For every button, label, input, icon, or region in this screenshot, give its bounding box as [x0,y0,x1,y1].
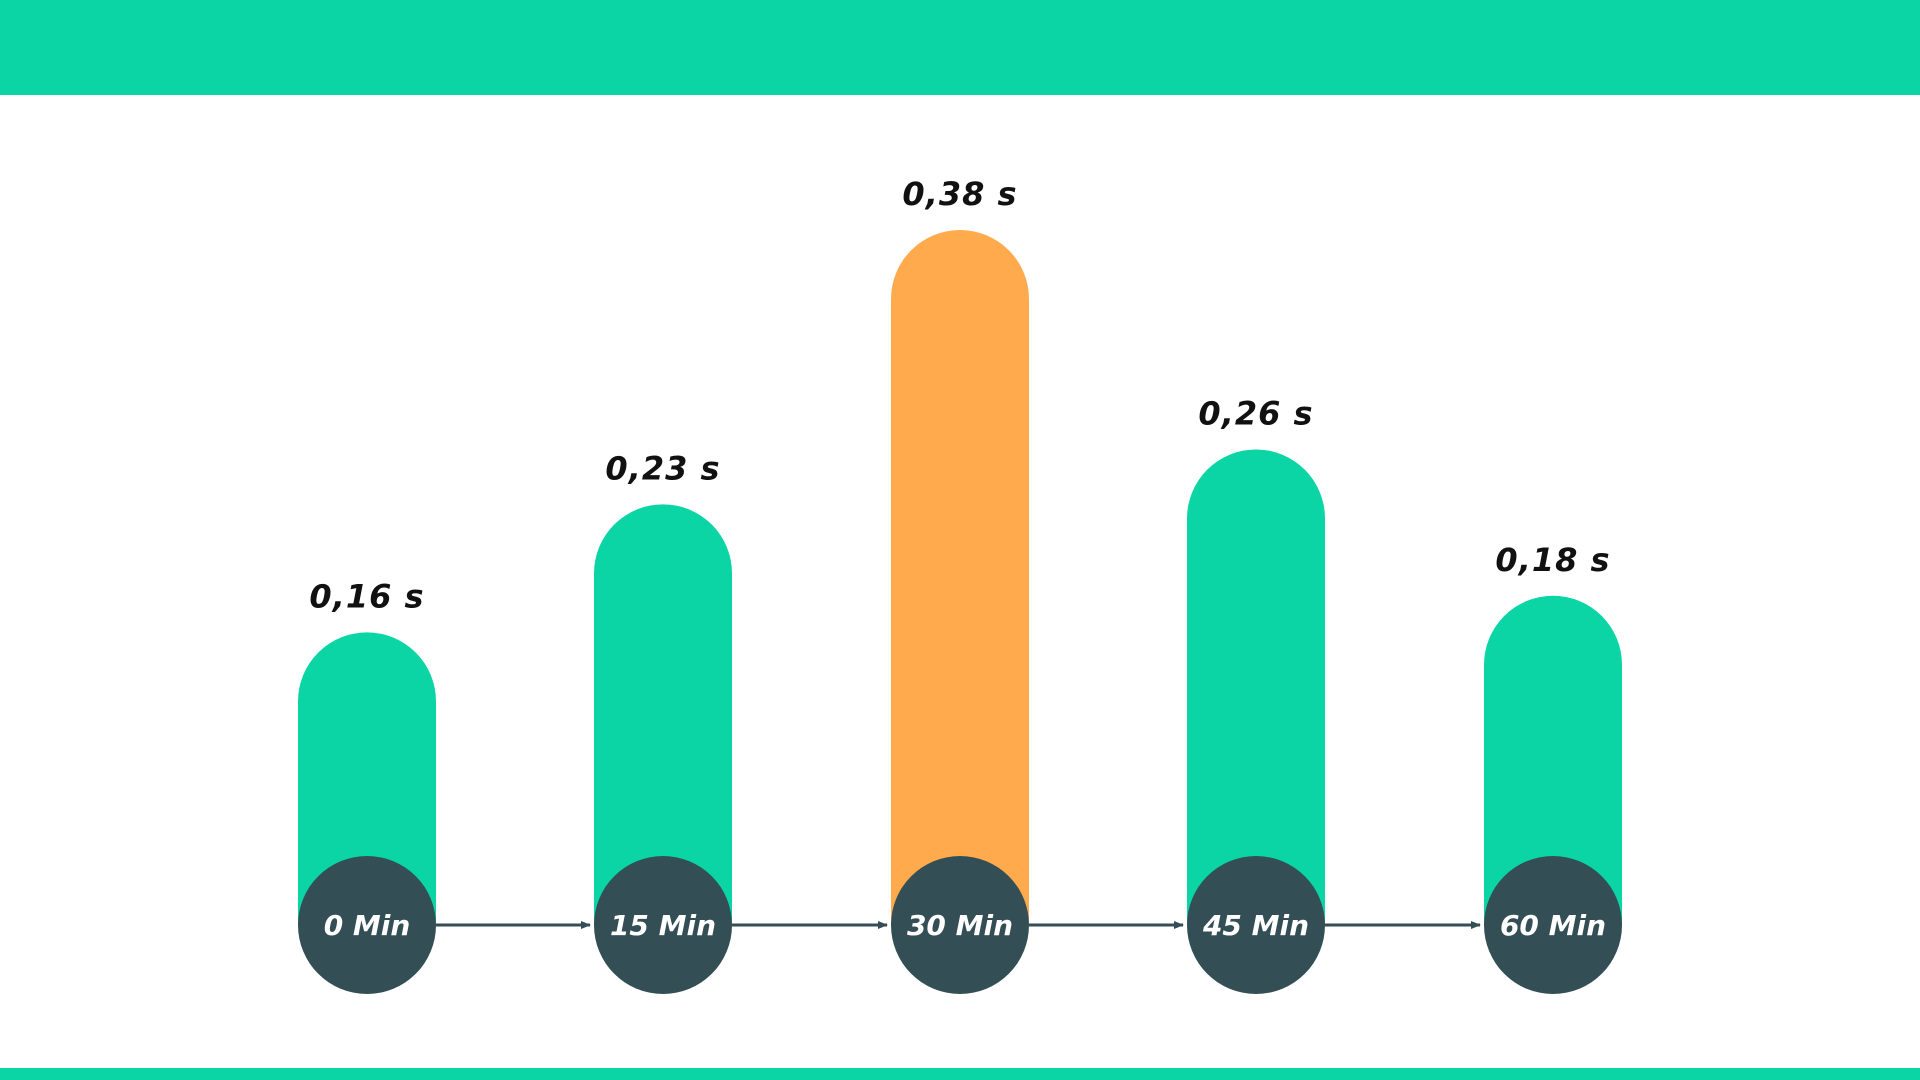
value-label-4: 0,18 s [1495,541,1610,579]
category-circle-2 [891,856,1029,994]
category-circle-4 [1484,856,1622,994]
category-circle-0 [298,856,436,994]
bar-0 [298,632,436,925]
category-label-1: 15 Min [610,909,716,942]
value-label-0: 0,16 s [309,577,424,615]
category-circle-1 [594,856,732,994]
value-label-2: 0,38 s [902,175,1017,213]
top-banner [0,0,1920,95]
bar-1 [594,504,732,925]
value-label-3: 0,26 s [1198,394,1313,432]
category-label-0: 0 Min [324,909,411,942]
bar-3 [1187,449,1325,925]
category-label-4: 60 Min [1500,909,1606,942]
category-label-3: 45 Min [1202,909,1309,942]
bar-4 [1484,595,1622,925]
category-circle-3 [1187,856,1325,994]
bottom-banner [0,1068,1920,1080]
value-label-1: 0,23 s [605,449,720,487]
category-label-2: 30 Min [907,909,1013,942]
bar-2 [891,230,1029,925]
